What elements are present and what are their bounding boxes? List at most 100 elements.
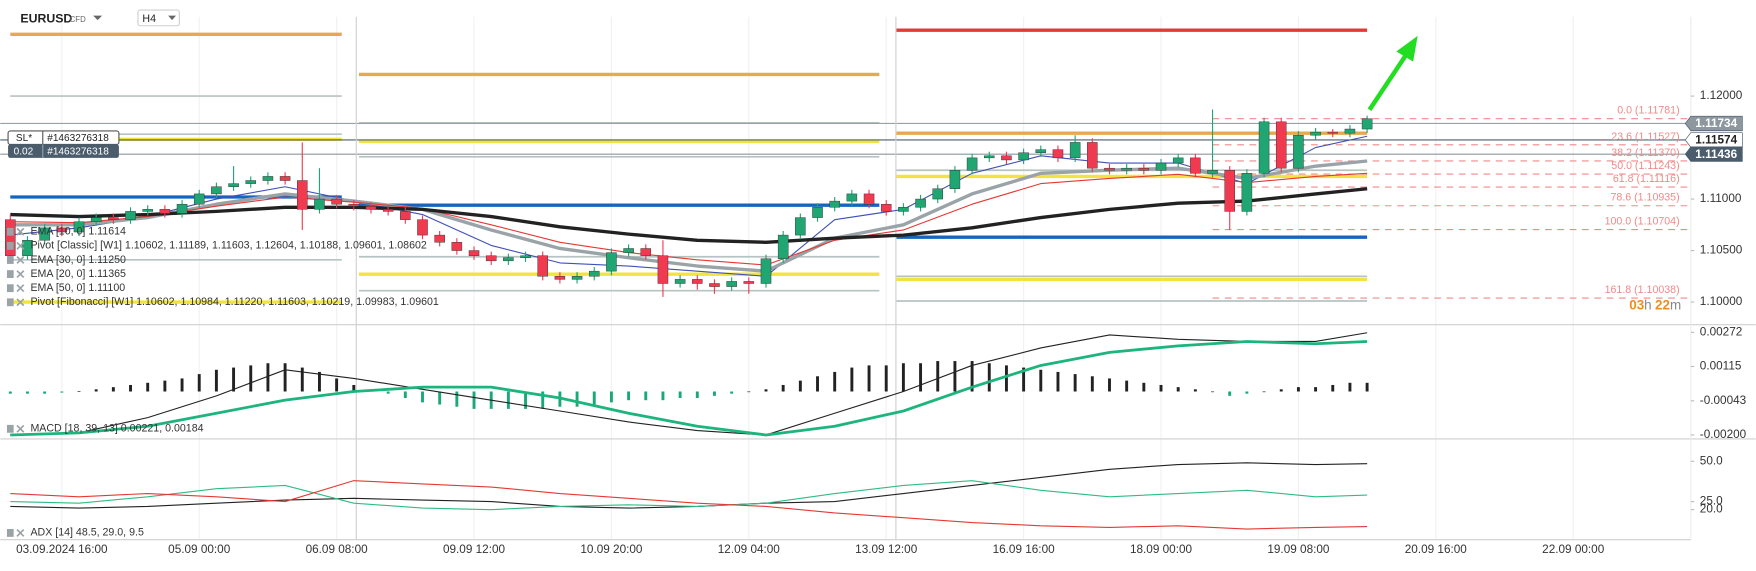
price-tag <box>1684 146 1743 162</box>
histogram-bar <box>919 363 923 392</box>
x-tick-label: 03.09.2024 16:00 <box>16 543 108 556</box>
candle-body <box>1275 121 1287 169</box>
legend-icon <box>6 270 14 278</box>
histogram-bar <box>833 371 837 392</box>
candle-body <box>228 183 239 187</box>
histogram-bar <box>26 391 29 394</box>
candle-body <box>176 203 188 214</box>
histogram-bar <box>1142 382 1146 392</box>
legend-label: MACD [18, 39, 13] 0.00221, 0.00184 <box>30 423 203 435</box>
candle-body <box>880 203 892 212</box>
timer-m: m <box>1670 297 1681 312</box>
y-tick-label: 20.0 <box>1700 503 1723 516</box>
y-tick-label: 0.00272 <box>1700 325 1742 338</box>
legend-icon <box>6 241 14 250</box>
candle-timer: 03h 22m <box>1629 297 1681 312</box>
histogram-bar <box>129 384 132 392</box>
candle-body <box>1258 121 1270 174</box>
fib-label: 38.2 (1.11370) <box>1611 147 1679 159</box>
candle-body <box>949 170 961 189</box>
candle-body <box>571 276 583 280</box>
position-id[interactable]: #1463276318 <box>47 146 109 157</box>
x-tick-label: 10.09 20:00 <box>580 543 643 556</box>
fib-label: 100.0 (1.10704) <box>1605 216 1680 228</box>
candle-body <box>1172 157 1184 164</box>
histogram-bar <box>163 380 167 392</box>
candle-body <box>348 203 360 207</box>
timeframe[interactable]: H4 <box>142 13 156 25</box>
candle-body <box>846 193 858 202</box>
indicator-line <box>10 159 1368 273</box>
legend-label: EMA [20, 0] 1.11365 <box>30 268 126 280</box>
legend-close-icon <box>16 284 25 293</box>
histogram-bar <box>8 391 12 394</box>
order-id[interactable]: #1463276318 <box>47 133 109 144</box>
histogram-bar <box>661 391 665 401</box>
x-tick-label: 18.09 00:00 <box>1130 543 1193 556</box>
indicator-line <box>10 332 1368 436</box>
histogram-bar <box>438 391 442 405</box>
order-tag[interactable]: SL* <box>16 133 32 144</box>
candle-body <box>1155 162 1167 171</box>
fib-label: 61.8 (1.11116) <box>1613 173 1680 185</box>
histogram-bar <box>816 376 819 392</box>
candle-body <box>1344 128 1356 134</box>
candle-body <box>657 255 669 284</box>
fib-label: 0.0 (1.11781) <box>1617 105 1679 117</box>
arrow-head <box>1396 35 1418 62</box>
candle-body <box>1190 157 1201 174</box>
candle-body <box>279 176 291 181</box>
histogram-bar <box>1073 374 1077 392</box>
candle-body <box>1224 170 1235 212</box>
histogram-bar <box>249 365 253 392</box>
candle-body <box>485 255 497 262</box>
symbol-dropdown[interactable] <box>93 15 103 21</box>
indicator-line <box>10 135 1368 277</box>
x-tick-label: 06.09 08:00 <box>306 543 369 556</box>
price-tag <box>1684 115 1743 132</box>
candle-body <box>606 252 617 272</box>
fib-label: 161.8 (1.10038) <box>1605 284 1680 296</box>
histogram-bar <box>180 378 184 392</box>
candle-body <box>417 219 428 236</box>
candle-body <box>760 258 772 284</box>
histogram-bar <box>953 361 957 392</box>
candle-body <box>709 283 720 287</box>
legend-icon <box>6 256 14 264</box>
legend-close-icon <box>16 227 25 236</box>
x-tick-label: 20.09 16:00 <box>1405 543 1468 556</box>
histogram-bar <box>1039 369 1043 392</box>
fib-label: 50.0 (1.11243) <box>1611 160 1679 172</box>
y-tick-label: -0.00043 <box>1700 394 1747 407</box>
candle-body <box>400 211 411 220</box>
candle-body <box>1293 134 1304 169</box>
fib-label: 23.6 (1.11527) <box>1611 131 1679 143</box>
y-tick-label: 50.0 <box>1700 454 1723 467</box>
histogram-bar <box>1193 389 1197 392</box>
candle-body <box>829 200 840 208</box>
timer-minutes: 22 <box>1655 297 1670 312</box>
candle-body <box>692 279 703 284</box>
histogram-bar <box>747 391 751 393</box>
histogram-bar <box>730 391 734 394</box>
histogram-bar <box>1159 384 1163 392</box>
histogram-bar <box>1314 387 1318 392</box>
candle-body <box>588 270 600 277</box>
legend-label: ADX [14] 48.5, 29.0, 9.5 <box>30 527 144 539</box>
position-volume[interactable]: 0.02 <box>14 146 34 157</box>
position-box[interactable] <box>8 144 119 158</box>
candle-body <box>56 227 68 233</box>
x-tick-label: 19.09 08:00 <box>1267 543 1330 556</box>
candle-body <box>5 219 16 256</box>
histogram-bar <box>386 391 390 394</box>
timeframe-dropdown[interactable] <box>168 15 177 21</box>
histogram-bar <box>352 384 356 392</box>
candle-body <box>1361 118 1373 130</box>
timer-hours: 03 <box>1629 297 1644 312</box>
y-tick-label: 1.10000 <box>1700 295 1743 308</box>
timeframe-button[interactable] <box>137 9 180 27</box>
histogram-bar <box>1125 380 1129 392</box>
candle-body <box>1121 167 1132 171</box>
symbol[interactable]: EURUSD <box>20 11 72 25</box>
y-tick-label: -0.00200 <box>1700 428 1747 441</box>
